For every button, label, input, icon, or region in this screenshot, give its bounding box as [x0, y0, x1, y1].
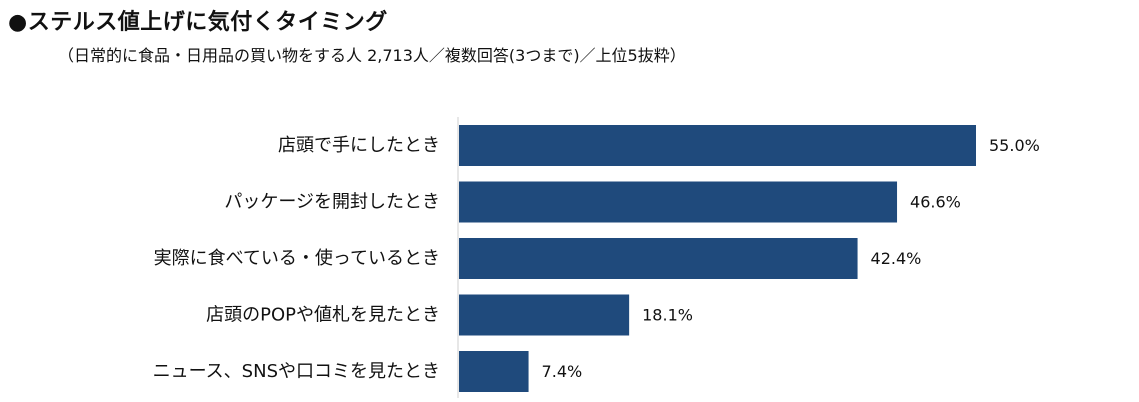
bar — [459, 351, 529, 392]
chart-title: ●ステルス値上げに気付くタイミング — [8, 10, 388, 35]
category-label: 店頭のPOPや値札を見たとき — [206, 305, 440, 326]
value-label: 18.1% — [642, 306, 693, 325]
value-label: 42.4% — [871, 249, 922, 268]
bar — [459, 125, 976, 166]
bar — [459, 181, 898, 223]
category-label: 店頭で手にしたとき — [278, 135, 440, 156]
bar — [459, 294, 630, 336]
bar — [459, 238, 858, 279]
category-label: パッケージを開封したとき — [224, 192, 440, 213]
value-label: 46.6% — [910, 193, 961, 212]
value-label: 55.0% — [989, 136, 1040, 155]
value-label: 7.4% — [542, 362, 583, 381]
category-label: ニュース、SNSや口コミを見たとき — [153, 361, 440, 382]
category-label: 実際に食べている・使っているとき — [154, 248, 440, 269]
chart-subtitle: （日常的に食品・日用品の買い物をする人 2,713人／複数回答(3つまで)／上位… — [58, 46, 686, 65]
